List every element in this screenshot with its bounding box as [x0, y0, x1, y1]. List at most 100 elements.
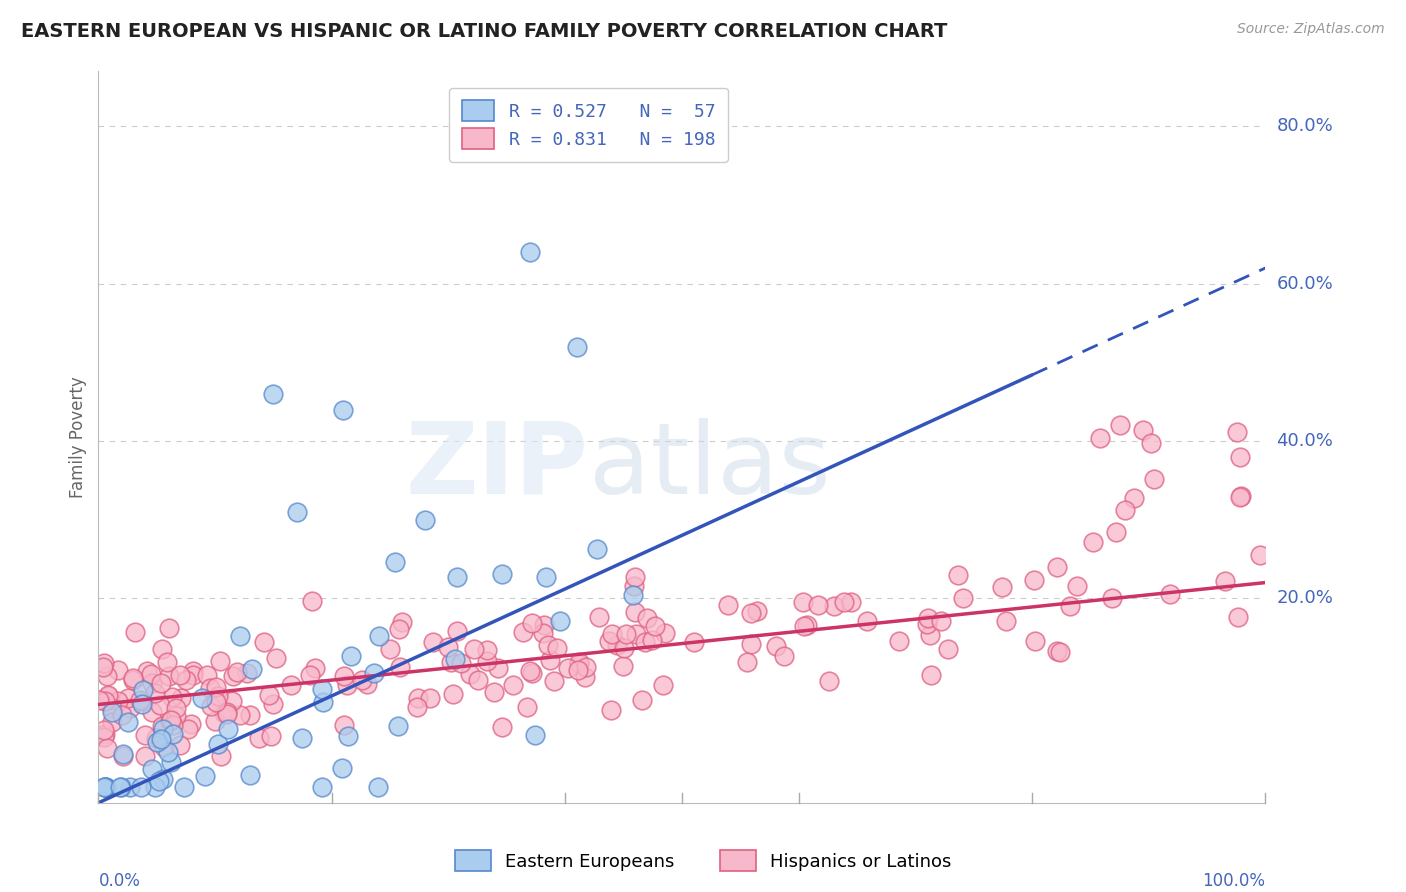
- Point: [531, 625, 554, 640]
- Point: [152, 772, 174, 786]
- Point: [96, 669, 118, 683]
- Point: [150, 642, 173, 657]
- Point: [236, 665, 259, 680]
- Point: [533, 618, 555, 632]
- Point: [131, 697, 153, 711]
- Point: [132, 683, 155, 698]
- Legend: Eastern Europeans, Hispanics or Latinos: Eastern Europeans, Hispanics or Latinos: [447, 843, 959, 879]
- Point: [565, 340, 588, 354]
- Point: [285, 505, 308, 519]
- Point: [502, 678, 524, 692]
- Text: atlas: atlas: [589, 417, 830, 515]
- Text: 80.0%: 80.0%: [1277, 118, 1333, 136]
- Point: [1105, 524, 1128, 539]
- Point: [332, 402, 354, 417]
- Point: [477, 643, 499, 657]
- Point: [793, 618, 815, 632]
- Point: [363, 666, 385, 681]
- Point: [1213, 574, 1236, 588]
- Point: [441, 687, 464, 701]
- Point: [599, 703, 621, 717]
- Point: [152, 740, 174, 755]
- Point: [920, 668, 942, 682]
- Point: [121, 671, 143, 685]
- Point: [484, 685, 506, 699]
- Point: [1229, 490, 1251, 504]
- Point: [93, 730, 115, 744]
- Point: [134, 728, 156, 742]
- Point: [209, 748, 232, 763]
- Point: [567, 663, 589, 677]
- Text: 0.0%: 0.0%: [98, 872, 141, 890]
- Point: [280, 678, 302, 692]
- Point: [352, 673, 374, 688]
- Point: [605, 638, 627, 652]
- Point: [93, 723, 115, 738]
- Point: [94, 727, 117, 741]
- Point: [537, 638, 560, 652]
- Point: [291, 731, 314, 745]
- Point: [740, 607, 762, 621]
- Point: [598, 633, 620, 648]
- Point: [391, 615, 413, 630]
- Point: [634, 635, 657, 649]
- Point: [108, 780, 131, 794]
- Text: 20.0%: 20.0%: [1277, 590, 1333, 607]
- Point: [143, 780, 166, 794]
- Point: [204, 714, 226, 729]
- Point: [1114, 503, 1136, 517]
- Point: [221, 694, 243, 708]
- Point: [613, 641, 636, 656]
- Point: [735, 656, 758, 670]
- Point: [207, 690, 229, 704]
- Point: [929, 614, 952, 628]
- Point: [96, 740, 118, 755]
- Point: [311, 682, 333, 697]
- Point: [952, 591, 974, 606]
- Point: [614, 626, 637, 640]
- Point: [94, 780, 117, 794]
- Point: [475, 654, 498, 668]
- Point: [1122, 491, 1144, 505]
- Text: Source: ZipAtlas.com: Source: ZipAtlas.com: [1237, 22, 1385, 37]
- Point: [887, 633, 910, 648]
- Point: [146, 735, 169, 749]
- Point: [217, 723, 239, 737]
- Point: [260, 729, 283, 743]
- Point: [550, 614, 572, 628]
- Point: [546, 641, 568, 656]
- Point: [378, 641, 401, 656]
- Point: [197, 667, 219, 681]
- Point: [624, 570, 647, 584]
- Point: [304, 660, 326, 674]
- Point: [215, 705, 238, 719]
- Point: [917, 611, 939, 625]
- Point: [1229, 450, 1251, 464]
- Point: [568, 656, 591, 670]
- Point: [406, 700, 429, 714]
- Point: [207, 737, 229, 751]
- Point: [148, 774, 170, 789]
- Point: [747, 603, 769, 617]
- Point: [135, 664, 157, 678]
- Point: [131, 694, 153, 708]
- Point: [450, 657, 472, 671]
- Point: [100, 706, 122, 720]
- Point: [389, 660, 412, 674]
- Point: [823, 599, 845, 613]
- Text: 40.0%: 40.0%: [1277, 432, 1333, 450]
- Point: [936, 641, 959, 656]
- Point: [141, 676, 163, 690]
- Point: [150, 719, 173, 733]
- Point: [340, 648, 363, 663]
- Point: [1229, 489, 1251, 503]
- Point: [94, 780, 117, 794]
- Point: [101, 700, 124, 714]
- Point: [600, 627, 623, 641]
- Point: [333, 669, 356, 683]
- Point: [991, 580, 1014, 594]
- Point: [312, 695, 335, 709]
- Point: [1226, 425, 1249, 440]
- Point: [200, 681, 222, 696]
- Text: 60.0%: 60.0%: [1277, 275, 1333, 293]
